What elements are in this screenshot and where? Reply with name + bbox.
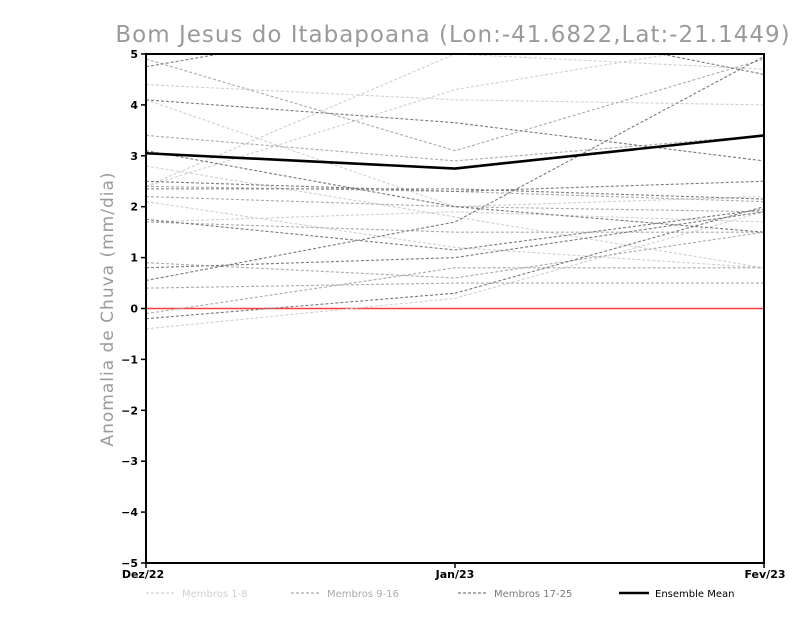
member-line-group-3-9 [146,188,764,200]
plot-area [146,54,764,330]
y-tick-label: 1 [130,252,138,265]
x-tick-label: Fev/23 [744,568,785,581]
y-tick-label: 5 [130,48,138,61]
x-tick-label: Dez/22 [122,568,164,581]
member-line-group-3-2 [146,211,764,269]
y-tick-label: 0 [130,303,138,316]
y-tick-label: 3 [130,150,138,163]
member-line-group-3-6 [146,206,764,320]
member-line-group-2-6 [146,282,764,289]
y-tick-label: −1 [121,353,138,366]
ensemble-mean-line [146,134,764,170]
y-tick-label: −4 [121,506,138,519]
y-tick-label: −2 [121,404,138,417]
y-tick-label: −3 [121,455,138,468]
member-line-group-1-4 [146,165,764,269]
member-line-group-2-3 [146,231,764,279]
member-line-group-1-6 [146,99,764,208]
member-line-group-3-4 [146,208,764,251]
member-line-group-1-1 [146,83,764,106]
y-tick-label: −5 [121,557,138,570]
member-line-group-2-7 [146,195,764,213]
axes: −5 −4 −3 −2 −1 0 1 2 3 4 5 Dez/22 Jan/23 Fev/23 [121,48,785,581]
legend-label: Membros 9-16 [327,589,399,600]
legend-label: Membros 17-25 [494,589,572,600]
y-tick-label: 4 [130,99,138,112]
x-tick-label: Jan/23 [435,568,475,581]
y-axis-label: Anomalia de Chuva (mm/dia) [98,171,118,446]
member-line-group-1-5 [146,211,764,223]
member-line-group-1-8 [146,54,764,187]
member-line-group-2-1 [146,134,764,162]
member-line-group-2-8 [146,267,764,315]
legend: Membros 1-8 Membros 9-16 Membros 17-25 Ense… [146,589,734,600]
member-line-group-2-5 [146,58,764,152]
chart-title: Bom Jesus do Itabapoana (Lon:-41.6822,La… [115,22,790,48]
member-line-group-3-3 [146,180,764,192]
y-tick-label: 2 [130,201,138,214]
member-line-group-1-7 [146,201,764,269]
member-line-group-2-2 [146,185,764,203]
legend-label: Membros 1-8 [182,589,248,600]
member-line-group-1-3 [146,211,764,330]
legend-label: Ensemble Mean [655,589,734,600]
member-line-group-3-5 [146,99,764,162]
member-line-group-1-2 [146,54,675,187]
member-line-group-3-7 [146,150,764,233]
member-line-group-2-4 [146,221,764,233]
